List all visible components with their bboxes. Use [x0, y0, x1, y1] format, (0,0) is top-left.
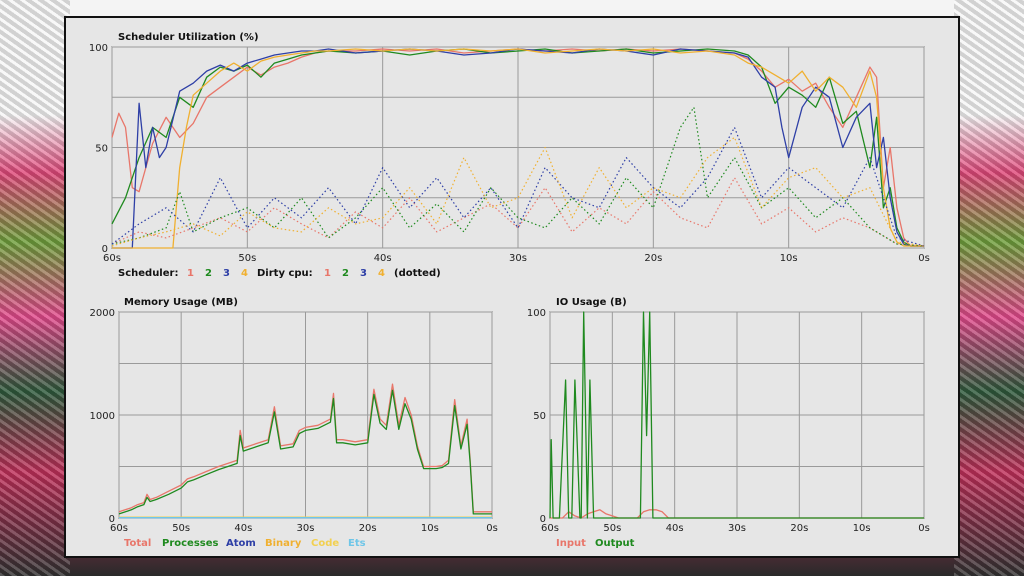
io-usage-chart: IO Usage (B) 0 50 100 60s 50s 40s 30s 20s 10s 0s… — [527, 297, 930, 549]
scheduler-y-tick-label: 0 — [102, 244, 108, 255]
scheduler-x-tick-label: 10s — [780, 253, 798, 264]
scheduler-legend-3: 3 — [223, 268, 230, 279]
memory-x-tick-label: 0s — [486, 523, 498, 534]
memory-y-tick-label: 1000 — [90, 411, 115, 422]
scheduler-x-tick-label: 0s — [918, 253, 930, 264]
memory-legend-ets: Ets — [348, 538, 366, 549]
io-x-tick-label: 30s — [728, 523, 746, 534]
scheduler-utilization-chart: Scheduler Utilization (%) 0 50 100 60s 50s 4… — [89, 32, 930, 279]
scheduler-x-tick-label: 20s — [644, 253, 662, 264]
dirty-cpu-legend-4: 4 — [378, 268, 385, 279]
io-x-tick-label: 20s — [790, 523, 808, 534]
memory-y-tick-label: 2000 — [90, 308, 115, 319]
scheduler-series-3-line — [112, 48, 924, 249]
io-y-tick-label: 100 — [527, 308, 546, 319]
memory-legend-atom: Atom — [226, 538, 256, 549]
memory-y-tick-label: 0 — [109, 514, 115, 525]
io-y-tick-label: 50 — [533, 411, 546, 422]
memory-usage-chart: Memory Usage (MB) 0 1000 2000 60s 50s 40s 30s… — [90, 297, 498, 549]
background-right — [954, 0, 1024, 576]
memory-legend-processes: Processes — [162, 538, 219, 549]
scheduler-y-tick-label: 100 — [89, 43, 108, 54]
io-legend-input: Input — [556, 538, 586, 549]
dotted-legend-note: (dotted) — [394, 268, 441, 279]
memory-x-tick-label: 20s — [359, 523, 377, 534]
io-x-tick-label: 40s — [666, 523, 684, 534]
memory-chart-title: Memory Usage (MB) — [124, 297, 238, 308]
memory-legend: Total Processes Atom Binary Code Ets — [124, 538, 366, 549]
memory-legend-total: Total — [124, 538, 151, 549]
memory-x-tick-label: 10s — [421, 523, 439, 534]
io-y-tick-label: 0 — [540, 514, 546, 525]
background-left — [0, 0, 70, 576]
io-x-tick-label: 10s — [853, 523, 871, 534]
scheduler-legend-2: 2 — [205, 268, 212, 279]
io-legend-output: Output — [595, 538, 635, 549]
memory-x-tick-label: 50s — [172, 523, 190, 534]
observer-panel: Scheduler Utilization (%) 0 50 100 60s 50s 4… — [64, 16, 960, 558]
io-series-output-line — [549, 311, 924, 519]
memory-legend-code: Code — [311, 538, 339, 549]
dirty-cpu-legend-2: 2 — [342, 268, 349, 279]
scheduler-y-tick-label: 50 — [95, 144, 108, 155]
memory-legend-binary: Binary — [265, 538, 302, 549]
scheduler-x-tick-label: 50s — [238, 253, 256, 264]
io-x-tick-label: 50s — [603, 523, 621, 534]
scheduler-x-tick-label: 30s — [509, 253, 527, 264]
scheduler-series-2-line — [111, 48, 924, 247]
dirty-cpu-legend-3: 3 — [360, 268, 367, 279]
scheduler-legend-1: 1 — [187, 268, 194, 279]
io-x-tick-label: 60s — [541, 523, 559, 534]
scheduler-series-4-line — [112, 48, 924, 249]
memory-x-tick-label: 40s — [234, 523, 252, 534]
scheduler-legend: Scheduler: 1 2 3 4 Dirty cpu: 1 2 3 4 (d… — [118, 268, 441, 279]
io-chart-title: IO Usage (B) — [556, 297, 627, 308]
scheduler-chart-title: Scheduler Utilization (%) — [118, 32, 259, 43]
scheduler-x-tick-label: 40s — [374, 253, 392, 264]
scheduler-series-dirty-1-line — [111, 177, 925, 247]
dirty-cpu-legend-1: 1 — [324, 268, 331, 279]
dirty-cpu-legend-label: Dirty cpu: — [257, 268, 313, 279]
io-x-tick-label: 0s — [918, 523, 930, 534]
scheduler-legend-label: Scheduler: — [118, 268, 178, 279]
memory-series-processes-line — [118, 389, 492, 515]
memory-x-tick-label: 30s — [297, 523, 315, 534]
scheduler-legend-4: 4 — [241, 268, 248, 279]
memory-x-tick-label: 60s — [110, 523, 128, 534]
io-legend: Input Output — [556, 538, 635, 549]
scheduler-x-tick-label: 60s — [103, 253, 121, 264]
